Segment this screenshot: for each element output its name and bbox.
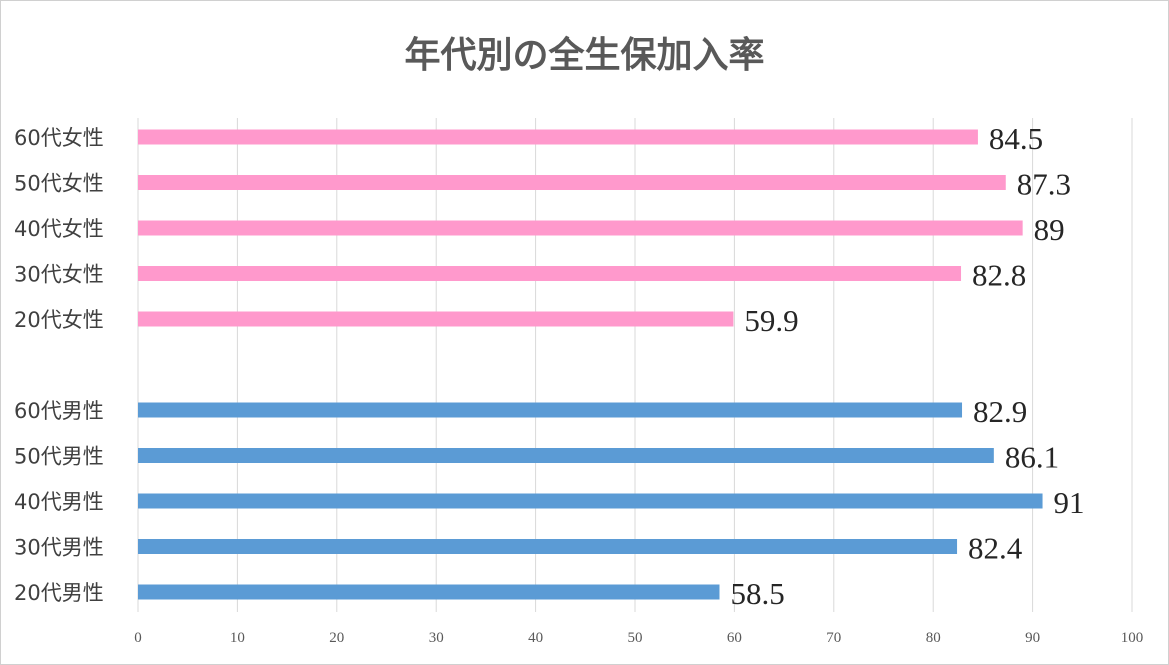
- x-tick-label: 30: [429, 630, 444, 646]
- x-tick-label: 0: [134, 630, 142, 646]
- category-label: 20代男性: [14, 581, 104, 605]
- category-label: 20代女性: [14, 308, 104, 332]
- category-label: 50代男性: [14, 445, 104, 469]
- data-label: 82.4: [968, 531, 1023, 566]
- x-tick-labels: 0 10 20 30 40 50 60 70 80 90 100: [134, 630, 1143, 646]
- x-tick-label: 80: [926, 630, 941, 646]
- bar: [138, 584, 720, 600]
- category-label: 30代女性: [14, 263, 104, 287]
- bar: [138, 175, 1006, 190]
- x-tick-label: 20: [329, 630, 344, 646]
- category-labels: 60代女性 50代女性 40代女性 30代女性 20代女性 60代男性 50代男性 40代男性…: [14, 126, 104, 605]
- data-label: 58.5: [730, 576, 784, 611]
- bar: [138, 493, 1043, 509]
- data-label: 86.1: [1005, 440, 1059, 475]
- x-tick-label: 10: [230, 630, 245, 646]
- x-tick-label: 60: [727, 630, 742, 646]
- x-tick-label: 40: [528, 630, 543, 646]
- x-tick-label: 90: [1025, 630, 1040, 646]
- bar: [138, 539, 958, 554]
- x-tick-label: 100: [1121, 630, 1144, 646]
- category-label: 60代男性: [14, 399, 104, 423]
- x-tick-label: 70: [826, 630, 841, 646]
- bars: [138, 129, 1043, 600]
- chart-title: 年代別の全生保加入率: [404, 35, 765, 76]
- x-tick-label: 50: [628, 630, 643, 646]
- category-label: 40代女性: [14, 217, 104, 241]
- data-label: 87.3: [1017, 167, 1071, 202]
- data-label: 82.9: [973, 394, 1027, 429]
- data-label: 59.9: [744, 303, 798, 338]
- category-label: 40代男性: [14, 490, 104, 514]
- category-label: 30代男性: [14, 536, 104, 560]
- bar: [138, 220, 1023, 236]
- category-label: 60代女性: [14, 126, 104, 150]
- data-label: 91: [1054, 485, 1085, 520]
- bar: [138, 402, 963, 418]
- bar: [138, 266, 962, 281]
- gridlines: [137, 118, 1133, 612]
- data-label: 89: [1034, 212, 1065, 247]
- bar: [138, 129, 978, 145]
- bar: [138, 311, 734, 327]
- data-label: 82.8: [972, 258, 1026, 293]
- bar: [138, 448, 994, 463]
- data-label: 84.5: [989, 121, 1043, 156]
- category-label: 50代女性: [14, 172, 104, 196]
